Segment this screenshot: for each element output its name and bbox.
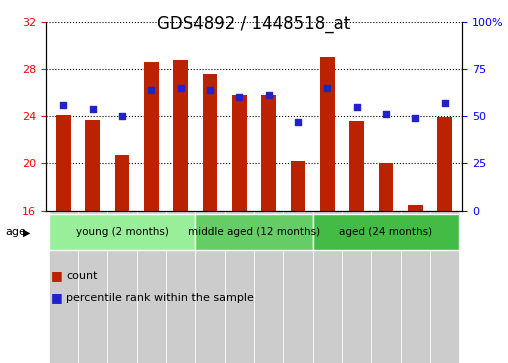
Bar	[232, 95, 247, 211]
FancyBboxPatch shape	[225, 211, 254, 363]
Bar	[408, 205, 423, 211]
Text: ■: ■	[51, 269, 62, 282]
Bar	[378, 163, 393, 211]
FancyBboxPatch shape	[49, 211, 78, 363]
FancyBboxPatch shape	[196, 214, 312, 250]
Bar	[85, 120, 100, 211]
Text: ■: ■	[51, 291, 62, 304]
Text: aged (24 months): aged (24 months)	[339, 227, 433, 237]
Bar	[320, 57, 335, 211]
FancyBboxPatch shape	[371, 211, 401, 363]
Point	[382, 111, 390, 117]
Bar	[56, 115, 71, 211]
Point	[118, 113, 126, 119]
Bar	[173, 60, 188, 211]
FancyBboxPatch shape	[49, 214, 196, 250]
Point	[235, 94, 243, 100]
Point	[59, 102, 68, 108]
FancyBboxPatch shape	[312, 214, 459, 250]
Text: GDS4892 / 1448518_at: GDS4892 / 1448518_at	[157, 15, 351, 33]
Point	[147, 87, 155, 93]
Point	[323, 85, 331, 91]
Point	[177, 85, 185, 91]
FancyBboxPatch shape	[283, 211, 312, 363]
Bar	[115, 155, 130, 211]
FancyBboxPatch shape	[78, 211, 107, 363]
Point	[411, 115, 420, 121]
Point	[440, 100, 449, 106]
Text: age: age	[5, 227, 26, 237]
Bar	[261, 95, 276, 211]
Text: young (2 months): young (2 months)	[76, 227, 169, 237]
Text: count: count	[66, 271, 98, 281]
FancyBboxPatch shape	[312, 211, 342, 363]
Bar	[203, 74, 217, 211]
Point	[88, 106, 97, 111]
Bar	[350, 121, 364, 211]
Text: percentile rank within the sample: percentile rank within the sample	[66, 293, 254, 303]
Text: middle aged (12 months): middle aged (12 months)	[188, 227, 320, 237]
Point	[265, 93, 273, 98]
Point	[353, 104, 361, 110]
FancyBboxPatch shape	[107, 211, 137, 363]
FancyBboxPatch shape	[430, 211, 459, 363]
Point	[206, 87, 214, 93]
Text: ▶: ▶	[23, 227, 30, 237]
FancyBboxPatch shape	[254, 211, 283, 363]
FancyBboxPatch shape	[196, 211, 225, 363]
Bar	[291, 161, 305, 211]
FancyBboxPatch shape	[401, 211, 430, 363]
Bar	[437, 117, 452, 211]
Point	[294, 119, 302, 125]
FancyBboxPatch shape	[166, 211, 196, 363]
Bar	[144, 62, 158, 211]
FancyBboxPatch shape	[342, 211, 371, 363]
FancyBboxPatch shape	[137, 211, 166, 363]
